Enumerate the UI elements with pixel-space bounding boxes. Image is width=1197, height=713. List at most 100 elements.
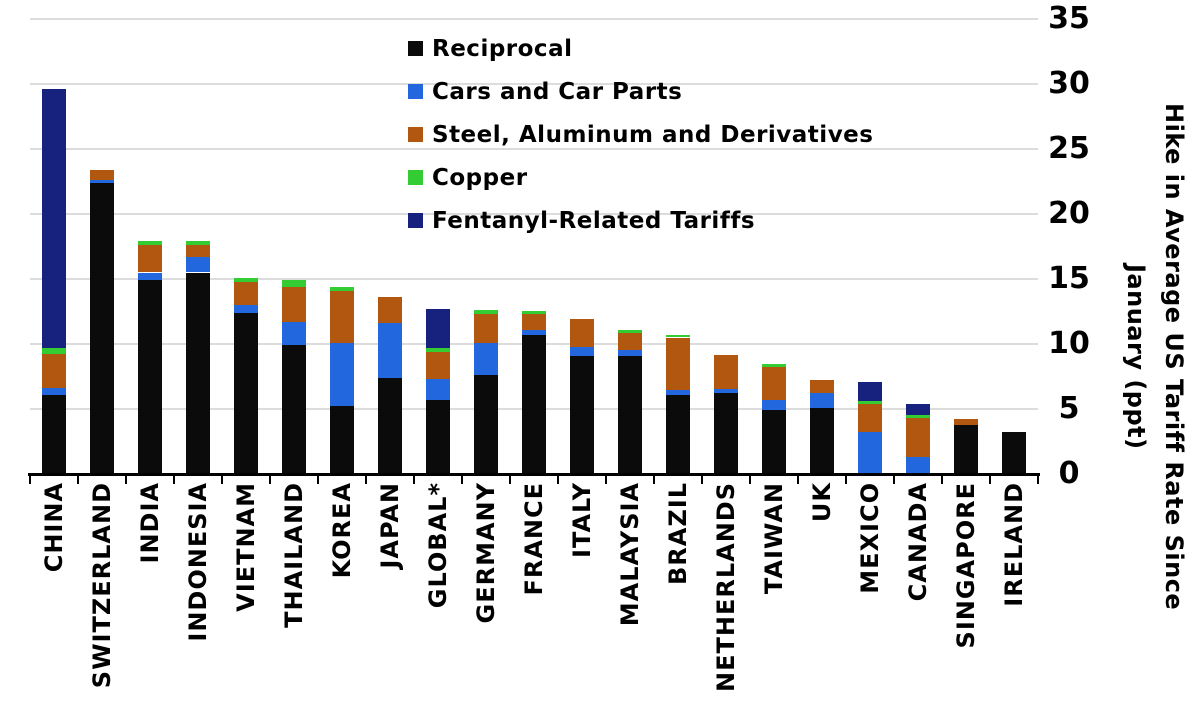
bar-segment-canada-copper bbox=[906, 414, 930, 419]
category-label-china: CHINA bbox=[39, 482, 68, 573]
bar-segment-mexico-copper bbox=[858, 401, 882, 404]
bar-segment-thailand-cars-and-car-parts bbox=[282, 321, 306, 346]
gridline-20 bbox=[30, 213, 1038, 215]
y-tick-label-30: 30 bbox=[1048, 66, 1090, 101]
gridline-15 bbox=[30, 278, 1038, 280]
category-label-india: INDIA bbox=[135, 482, 164, 564]
bar-segment-india-copper bbox=[138, 241, 162, 246]
y-tick-label-20: 20 bbox=[1048, 196, 1090, 231]
gridline-35 bbox=[30, 18, 1038, 20]
bar-segment-vietnam-steel-aluminum-and-derivatives bbox=[234, 281, 258, 305]
legend-item-fentanyl-related-tariffs: Fentanyl-Related Tariffs bbox=[408, 207, 873, 234]
x-axis-tick bbox=[893, 475, 895, 484]
bar-segment-switzerland-cars-and-car-parts bbox=[90, 180, 114, 183]
category-label-mexico: MEXICO bbox=[855, 482, 884, 594]
bar-segment-singapore-reciprocal bbox=[954, 424, 978, 474]
bar-segment-mexico-steel-aluminum-and-derivatives bbox=[858, 403, 882, 433]
category-label-global: GLOBAL* bbox=[423, 482, 452, 609]
bar-segment-uk-cars-and-car-parts bbox=[810, 393, 834, 408]
x-axis-tick bbox=[1037, 475, 1039, 484]
x-axis-line bbox=[28, 473, 1040, 476]
bar-segment-germany-copper bbox=[474, 310, 498, 315]
bar-segment-italy-steel-aluminum-and-derivatives bbox=[570, 319, 594, 347]
category-label-switzerland: SWITZERLAND bbox=[87, 482, 116, 689]
legend-item-steel-aluminum-and-derivatives: Steel, Aluminum and Derivatives bbox=[408, 122, 873, 148]
bar-segment-japan-reciprocal bbox=[378, 377, 402, 474]
bar-segment-malaysia-copper bbox=[618, 329, 642, 333]
legend-swatch-icon bbox=[408, 213, 423, 228]
legend-swatch-icon bbox=[408, 84, 423, 99]
x-axis-tick bbox=[941, 475, 943, 484]
bar-segment-netherlands-steel-aluminum-and-derivatives bbox=[714, 355, 738, 389]
bar-segment-india-reciprocal bbox=[138, 280, 162, 474]
bar-segment-singapore-steel-aluminum-and-derivatives bbox=[954, 419, 978, 425]
y-tick-label-10: 10 bbox=[1048, 326, 1090, 361]
x-axis-tick bbox=[125, 475, 127, 484]
bar-segment-korea-copper bbox=[330, 286, 354, 291]
x-axis-tick bbox=[221, 475, 223, 484]
bar-segment-global-steel-aluminum-and-derivatives bbox=[426, 351, 450, 380]
bar-segment-france-reciprocal bbox=[522, 334, 546, 474]
bar-segment-canada-cars-and-car-parts bbox=[906, 457, 930, 474]
bar-segment-taiwan-copper bbox=[762, 364, 786, 368]
bar-segment-mexico-fentanyl-related-tariffs bbox=[858, 382, 882, 402]
x-axis-tick bbox=[509, 475, 511, 484]
bar-segment-switzerland-steel-aluminum-and-derivatives bbox=[90, 169, 114, 181]
category-label-ireland: IRELAND bbox=[999, 482, 1028, 607]
legend-item-reciprocal: Reciprocal bbox=[408, 36, 873, 62]
x-axis-tick bbox=[605, 475, 607, 484]
bar-segment-india-cars-and-car-parts bbox=[138, 272, 162, 281]
x-axis-tick bbox=[461, 475, 463, 484]
x-axis-tick bbox=[317, 475, 319, 484]
bar-segment-canada-steel-aluminum-and-derivatives bbox=[906, 418, 930, 458]
bar-segment-global-copper bbox=[426, 347, 450, 352]
legend-swatch-icon bbox=[408, 41, 423, 56]
x-axis-tick bbox=[749, 475, 751, 484]
category-label-japan: JAPAN bbox=[375, 482, 404, 569]
bar-segment-indonesia-copper bbox=[186, 241, 210, 246]
x-axis-tick bbox=[413, 475, 415, 484]
legend-swatch-icon bbox=[408, 127, 423, 142]
category-label-germany: GERMANY bbox=[471, 482, 500, 624]
bar-segment-brazil-steel-aluminum-and-derivatives bbox=[666, 337, 690, 390]
category-label-vietnam: VIETNAM bbox=[231, 482, 260, 612]
bar-segment-uk-steel-aluminum-and-derivatives bbox=[810, 380, 834, 394]
bar-segment-mexico-cars-and-car-parts bbox=[858, 432, 882, 474]
bar-segment-global-fentanyl-related-tariffs bbox=[426, 308, 450, 348]
bar-segment-taiwan-cars-and-car-parts bbox=[762, 399, 786, 411]
y-tick-label-15: 15 bbox=[1048, 261, 1090, 296]
legend-swatch-icon bbox=[408, 170, 423, 185]
bar-segment-italy-cars-and-car-parts bbox=[570, 346, 594, 356]
bar-segment-global-cars-and-car-parts bbox=[426, 379, 450, 400]
legend-item-copper: Copper bbox=[408, 165, 873, 191]
bar-segment-china-copper bbox=[42, 347, 66, 355]
bar-segment-indonesia-reciprocal bbox=[186, 272, 210, 474]
bar-segment-china-cars-and-car-parts bbox=[42, 388, 66, 395]
bar-segment-brazil-cars-and-car-parts bbox=[666, 389, 690, 395]
bar-segment-uk-reciprocal bbox=[810, 407, 834, 474]
x-axis-tick bbox=[797, 475, 799, 484]
gridline-30 bbox=[30, 83, 1038, 85]
bar-segment-thailand-reciprocal bbox=[282, 345, 306, 474]
category-label-netherlands: NETHERLANDS bbox=[711, 482, 740, 692]
x-axis-tick bbox=[173, 475, 175, 484]
bar-segment-germany-reciprocal bbox=[474, 375, 498, 474]
category-label-italy: ITALY bbox=[567, 482, 596, 558]
bar-segment-indonesia-steel-aluminum-and-derivatives bbox=[186, 245, 210, 257]
category-label-uk: UK bbox=[807, 482, 836, 523]
bar-segment-china-reciprocal bbox=[42, 394, 66, 474]
x-axis-tick bbox=[701, 475, 703, 484]
bar-segment-canada-fentanyl-related-tariffs bbox=[906, 403, 930, 415]
y-axis-title-line-1: Hike in Average US Tariff Rate Since bbox=[1160, 102, 1188, 611]
bar-segment-switzerland-reciprocal bbox=[90, 182, 114, 474]
x-axis-tick bbox=[77, 475, 79, 484]
bar-segment-netherlands-cars-and-car-parts bbox=[714, 388, 738, 394]
bar-segment-taiwan-steel-aluminum-and-derivatives bbox=[762, 367, 786, 400]
category-label-thailand: THAILAND bbox=[279, 482, 308, 628]
bar-segment-malaysia-cars-and-car-parts bbox=[618, 349, 642, 356]
category-label-canada: CANADA bbox=[903, 482, 932, 602]
bar-segment-germany-cars-and-car-parts bbox=[474, 342, 498, 376]
legend-label: Fentanyl-Related Tariffs bbox=[432, 207, 756, 234]
bar-segment-vietnam-copper bbox=[234, 277, 258, 282]
